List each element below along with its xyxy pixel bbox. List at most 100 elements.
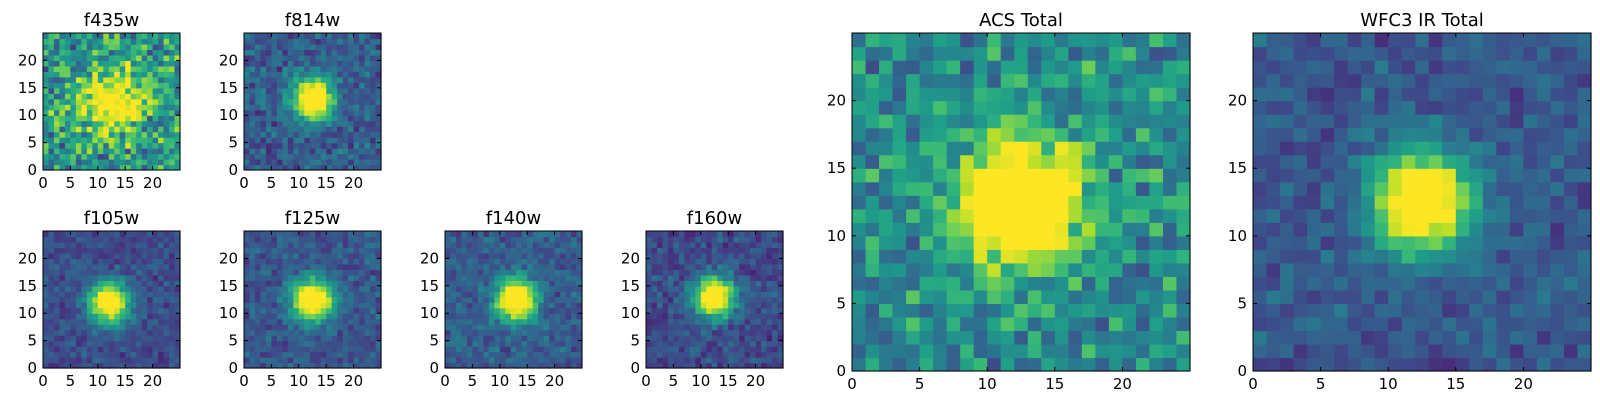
heatmap-cell [1280, 343, 1295, 359]
heatmap-cell [852, 100, 867, 115]
heatmap-cell [1041, 357, 1056, 372]
heatmap-cell [1482, 249, 1497, 264]
heatmap-cell [348, 346, 355, 353]
heatmap-cell [92, 280, 99, 287]
heatmap-cell [656, 335, 664, 342]
heatmap-cell [315, 153, 322, 160]
heatmap-cell [97, 159, 104, 166]
heatmap-cell [1388, 195, 1403, 210]
heatmap-cell [651, 280, 658, 287]
heatmap-cell [1523, 208, 1538, 223]
plot-frame [645, 230, 784, 369]
heatmap-cell [260, 153, 267, 160]
heatmap-cell [370, 159, 377, 166]
heatmap-cell [766, 252, 773, 259]
heatmap-cell [477, 302, 484, 309]
heatmap-cell [667, 241, 674, 249]
heatmap-cell [656, 236, 664, 243]
x-tick-label: 15 [1045, 375, 1064, 393]
heatmap-cell [538, 357, 545, 364]
heatmap-cell [510, 269, 517, 276]
heatmap-cell [141, 43, 148, 51]
x-tick-label: 15 [116, 372, 135, 390]
heatmap-cell [560, 340, 567, 347]
heatmap-cell [130, 302, 137, 309]
heatmap-cell [276, 252, 283, 259]
heatmap-cell [53, 159, 61, 166]
heatmap-cell [125, 49, 132, 56]
heatmap-cell [114, 131, 121, 138]
heatmap-cell [739, 291, 746, 298]
heatmap-cell [81, 269, 88, 276]
heatmap-cell [265, 120, 272, 127]
heatmap-cell [455, 346, 463, 353]
heatmap-cell [163, 142, 170, 149]
heatmap-cell [1307, 181, 1322, 196]
heatmap-cell [254, 71, 262, 78]
heatmap-cell [298, 351, 305, 358]
heatmap-cell [337, 362, 344, 369]
heatmap-cell [342, 302, 349, 309]
heatmap-cell [1095, 154, 1110, 169]
heatmap-cell [152, 142, 159, 149]
heatmap-cell [53, 76, 61, 83]
heatmap-cell [549, 357, 556, 364]
heatmap-cell [331, 351, 338, 358]
heatmap-cell [1347, 316, 1362, 332]
heatmap-cell [516, 274, 523, 281]
heatmap-cell [1280, 235, 1295, 250]
heatmap-cell [342, 247, 349, 254]
heatmap-cell [342, 351, 349, 358]
heatmap-cell [1162, 73, 1178, 88]
heatmap-cell [1374, 289, 1389, 304]
heatmap-cell [772, 346, 779, 353]
heatmap-cell [59, 357, 66, 364]
heatmap-cell [331, 357, 338, 364]
heatmap-cell [152, 318, 159, 325]
heatmap-cell [706, 231, 713, 238]
heatmap-cell [488, 357, 495, 364]
heatmap-cell [158, 324, 165, 331]
heatmap-cell [571, 307, 578, 314]
heatmap-cell [1401, 276, 1416, 291]
heatmap-cell [147, 54, 154, 61]
heatmap-cell [64, 153, 71, 160]
heatmap-cell [130, 236, 137, 243]
heatmap-cell [761, 302, 768, 309]
heatmap-cell [960, 195, 975, 210]
heatmap-cell [320, 357, 327, 364]
heatmap-cell [766, 313, 773, 320]
heatmap-cell [494, 280, 501, 287]
heatmap-cell [700, 241, 707, 249]
heatmap-cell [320, 115, 327, 122]
heatmap-cell [761, 313, 768, 320]
heatmap-cell [260, 231, 267, 238]
heatmap-cell [445, 362, 452, 369]
heatmap-cell [565, 263, 572, 270]
heatmap-cell [141, 153, 148, 160]
heatmap-cell [477, 324, 484, 331]
heatmap-cell [1509, 289, 1524, 304]
heatmap-cell [282, 362, 289, 369]
heatmap-cell [865, 303, 880, 318]
heatmap-cell [114, 247, 121, 254]
heatmap-cell [532, 258, 539, 265]
heatmap-cell [260, 280, 267, 287]
heatmap-cell [136, 296, 143, 303]
heatmap-cell [136, 258, 143, 265]
heatmap-cell [739, 307, 746, 314]
heatmap-cell [86, 43, 93, 51]
heatmap-cell [315, 148, 322, 155]
heatmap-cell [53, 87, 61, 94]
heatmap-cell [1509, 262, 1524, 277]
heatmap-cell [700, 324, 707, 331]
heatmap-cell [667, 296, 674, 303]
heatmap-cell [722, 324, 729, 331]
heatmap-cell [320, 296, 327, 303]
heatmap-cell [1563, 249, 1579, 264]
heatmap-cell [1469, 330, 1484, 345]
heatmap-cell [86, 335, 93, 342]
heatmap-cell [287, 241, 294, 249]
heatmap-cell [141, 340, 148, 347]
heatmap-cell [1176, 276, 1191, 291]
